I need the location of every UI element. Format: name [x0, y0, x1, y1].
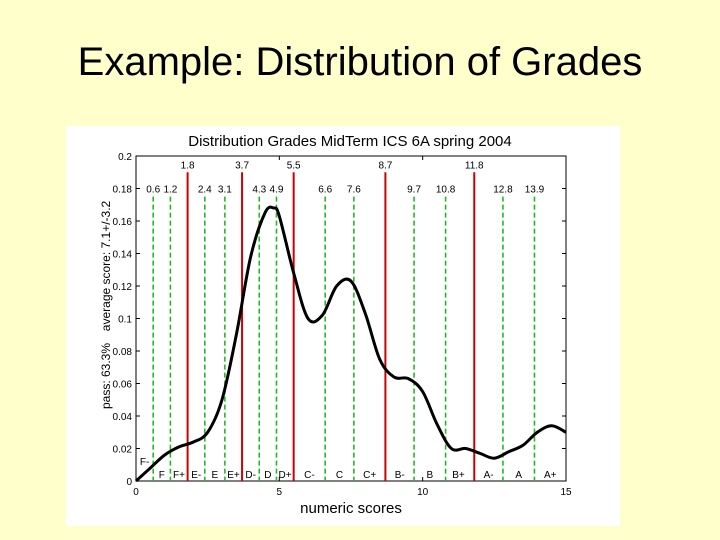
grade-label: A	[515, 470, 522, 481]
boundary-label: 1.2	[163, 185, 177, 196]
grade-label: D	[264, 470, 271, 481]
y-tick-label: 0	[126, 477, 132, 488]
x-tick-label: 10	[417, 487, 429, 498]
slide-title: Example: Distribution of Grades	[77, 40, 643, 84]
grade-label: B-	[395, 470, 405, 481]
grade-label: C	[336, 470, 343, 481]
boundary-label: 4.9	[270, 185, 284, 196]
y-tick-label: 0.14	[113, 250, 133, 261]
x-axis-label: numeric scores	[300, 500, 402, 517]
y-axis-label-line2: average score: 7.1+/-3.2	[99, 200, 113, 331]
x-tick-label: 0	[133, 487, 139, 498]
y-tick-label: 0.16	[113, 217, 133, 228]
y-tick-label: 0.02	[113, 445, 133, 456]
grade-label: A+	[544, 470, 557, 481]
grade-label: A-	[484, 470, 494, 481]
chart: Distribution Grades MidTerm ICS 6A sprin…	[99, 133, 572, 517]
boundary-label: 5.5	[287, 160, 301, 171]
grade-label: B	[426, 470, 433, 481]
boundary-label: 3.1	[218, 185, 232, 196]
grade-label: F	[159, 470, 165, 481]
boundary-label: 0.6	[146, 185, 160, 196]
grade-label: E+	[227, 470, 240, 481]
grade-label: D-	[245, 470, 256, 481]
grade-label: F+	[173, 470, 185, 481]
boundary-label: 4.3	[252, 185, 266, 196]
boundary-label: 6.6	[318, 185, 332, 196]
density-curve	[134, 205, 567, 483]
x-tick-label: 15	[560, 487, 572, 498]
y-tick-label: 0.08	[113, 347, 133, 358]
boundary-label: 1.8	[181, 160, 195, 171]
y-tick-label: 0.04	[113, 412, 133, 423]
boundary-label: 7.6	[347, 185, 361, 196]
grade-label: F-	[140, 457, 149, 468]
boundary-label: 8.7	[378, 160, 392, 171]
plot-frame	[135, 155, 567, 482]
boundary-label: 9.7	[407, 185, 421, 196]
y-tick-label: 0.1	[118, 315, 132, 326]
grade-label: E-	[191, 470, 201, 481]
boundary-label: 3.7	[235, 160, 249, 171]
y-tick-label: 0.18	[113, 185, 133, 196]
grade-label: B+	[452, 470, 465, 481]
grade-label: E	[211, 470, 218, 481]
y-tick-label: 0.06	[113, 380, 133, 391]
grade-label: C-	[304, 470, 315, 481]
y-tick-label: 0.12	[113, 282, 133, 293]
boundary-label: 11.8	[465, 160, 484, 171]
boundary-label: 13.9	[525, 185, 545, 196]
boundary-label: 12.8	[493, 185, 513, 196]
chart-title: Distribution Grades MidTerm ICS 6A sprin…	[188, 133, 511, 150]
y-axis-label-line1: pass: 63.3%	[99, 343, 113, 409]
chart-panel: Distribution Grades MidTerm ICS 6A sprin…	[66, 126, 620, 526]
plot-area: 0 0.02 0.04 0.06 0.08 0.1 0.12 0.14 0.16 0.18 0.2 0…	[113, 152, 572, 498]
grade-label: D+	[279, 470, 292, 481]
x-tick-label: 5	[277, 487, 283, 498]
y-tick-label: 0.2	[118, 152, 132, 163]
boundary-label: 10.8	[436, 185, 456, 196]
grade-label: C+	[363, 470, 376, 481]
boundary-label: 2.4	[198, 185, 212, 196]
